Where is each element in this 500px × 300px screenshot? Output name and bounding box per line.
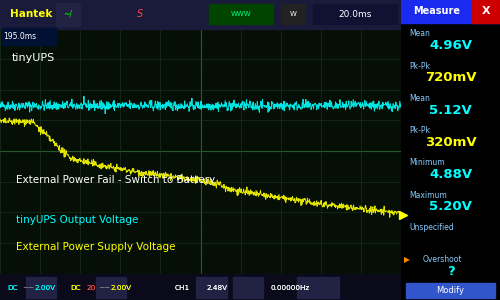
Bar xyxy=(0,274,401,300)
Text: ~~: ~~ xyxy=(22,285,34,291)
Text: 20.0ms: 20.0ms xyxy=(338,10,372,19)
Text: tinyUPS: tinyUPS xyxy=(12,53,56,63)
Text: Mean: Mean xyxy=(409,94,430,103)
Text: S: S xyxy=(137,9,143,19)
Text: 5.20V: 5.20V xyxy=(429,200,472,214)
Text: 4.96V: 4.96V xyxy=(429,39,472,52)
Text: WWW: WWW xyxy=(230,11,251,17)
Text: CH1: CH1 xyxy=(174,285,190,291)
Text: ~~: ~~ xyxy=(98,285,110,291)
Text: 2.00V: 2.00V xyxy=(110,285,132,291)
Text: Unspecified: Unspecified xyxy=(409,223,454,232)
Text: ~~: ~~ xyxy=(98,285,110,291)
Text: DC: DC xyxy=(7,285,18,291)
Text: 5.12V: 5.12V xyxy=(429,104,472,117)
Text: 20: 20 xyxy=(86,285,96,291)
Text: External Power Fail - Switch to Battery: External Power Fail - Switch to Battery xyxy=(16,176,215,185)
Text: Overshoot: Overshoot xyxy=(423,255,463,264)
Text: ~/: ~/ xyxy=(64,10,72,19)
Text: tinyUPS Output Voltage: tinyUPS Output Voltage xyxy=(16,215,138,225)
Text: W: W xyxy=(290,11,296,17)
Bar xyxy=(232,277,262,298)
Text: DC: DC xyxy=(7,285,18,291)
Bar xyxy=(280,4,305,24)
Text: External Power Supply Voltage: External Power Supply Voltage xyxy=(16,242,175,252)
Bar xyxy=(208,4,272,24)
Bar xyxy=(56,3,80,26)
Text: 320mV: 320mV xyxy=(424,136,476,149)
Bar xyxy=(0,0,401,28)
Text: Measure: Measure xyxy=(413,6,460,16)
Bar xyxy=(26,277,56,298)
Text: Pk-Pk: Pk-Pk xyxy=(409,61,430,70)
Bar xyxy=(313,4,397,24)
Text: 4.88V: 4.88V xyxy=(429,168,472,181)
Text: 2.00V: 2.00V xyxy=(110,285,132,291)
Text: 195.0ms: 195.0ms xyxy=(3,32,36,41)
Text: ?: ? xyxy=(446,265,454,278)
Text: Mean: Mean xyxy=(409,29,430,38)
Text: 2.48V: 2.48V xyxy=(206,285,228,291)
Text: 20: 20 xyxy=(86,285,96,291)
Bar xyxy=(296,277,339,298)
Text: Pk-Pk: Pk-Pk xyxy=(409,126,430,135)
Bar xyxy=(406,283,495,298)
Text: Maximum: Maximum xyxy=(409,190,447,200)
Text: CH1: CH1 xyxy=(174,285,190,291)
Bar xyxy=(196,277,226,298)
Text: 0.00000Hz: 0.00000Hz xyxy=(270,285,310,291)
Text: DC: DC xyxy=(70,285,81,291)
Text: Modify: Modify xyxy=(436,286,464,295)
Bar xyxy=(472,0,500,22)
Text: Minimum: Minimum xyxy=(409,158,444,167)
Text: 720mV: 720mV xyxy=(425,71,476,85)
Text: ~~: ~~ xyxy=(22,285,34,291)
Text: 2.48V: 2.48V xyxy=(206,285,228,291)
Text: 0.00000Hz: 0.00000Hz xyxy=(270,285,310,291)
Text: ▶: ▶ xyxy=(404,255,410,264)
Bar xyxy=(0,28,401,274)
Bar xyxy=(2,28,56,45)
Bar xyxy=(96,277,126,298)
Text: 2.00V: 2.00V xyxy=(34,285,55,291)
Text: Hantek: Hantek xyxy=(10,9,52,19)
Text: X: X xyxy=(482,6,490,16)
Text: DC: DC xyxy=(70,285,81,291)
Bar xyxy=(401,0,500,22)
Text: 2.00V: 2.00V xyxy=(34,285,55,291)
